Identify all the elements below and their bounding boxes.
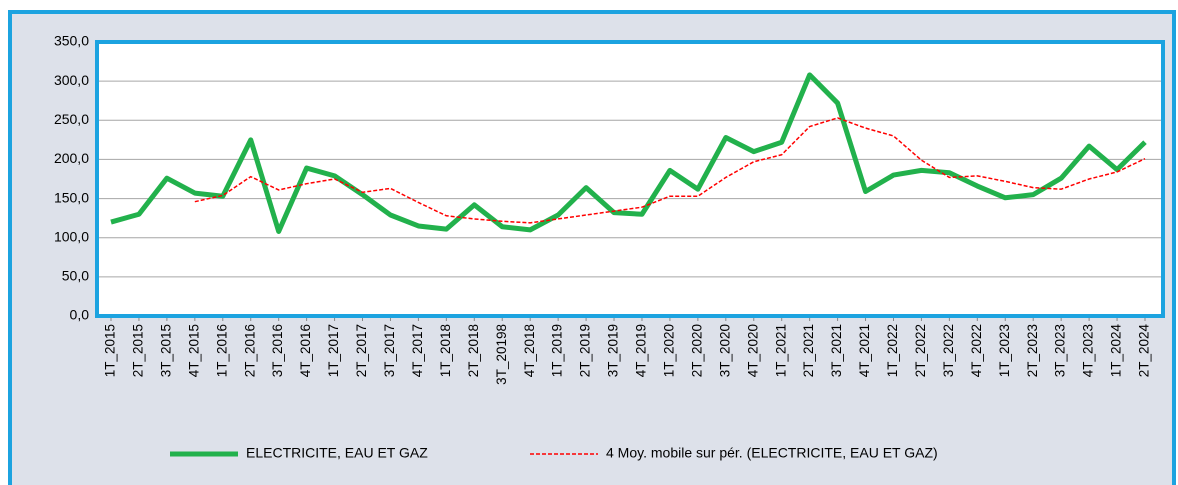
x-tick-label: 1T_2016 [214,324,229,377]
x-tick-label: 4T_2015 [186,324,201,377]
x-tick-label: 4T_2019 [634,324,649,377]
x-tick-label: 3T_20198 [494,324,509,385]
x-tick-label: 2T_2022 [913,324,928,377]
y-tick-label: 300,0 [54,72,89,88]
x-tick-label: 2T_2017 [354,324,369,377]
x-tick-label: 3T_2016 [270,324,285,377]
x-tick-label: 4T_2021 [857,324,872,377]
x-tick-label: 1T_2018 [438,324,453,377]
x-tick-label: 2T_2018 [466,324,481,377]
x-tick-label: 1T_2017 [326,324,341,377]
legend-label: 4 Moy. mobile sur pér. (ELECTRICITE, EAU… [606,445,938,461]
x-tick-label: 2T_2019 [578,324,593,377]
x-tick-label: 3T_2019 [606,324,621,377]
x-tick-label: 2T_2015 [131,324,146,377]
y-tick-label: 50,0 [62,268,89,284]
x-tick-label: 3T_2015 [158,324,173,377]
x-tick-label: 3T_2023 [1053,324,1068,377]
x-tick-label: 3T_2021 [829,324,844,377]
y-tick-label: 350,0 [54,33,89,49]
x-tick-label: 4T_2023 [1081,324,1096,377]
data-line [110,72,1147,234]
y-tick-label: 100,0 [54,228,89,244]
x-tick-label: 2T_2021 [801,324,816,377]
x-tick-label: 1T_2024 [1109,324,1124,378]
x-tick-label: 2T_2020 [689,324,704,377]
x-tick-label: 2T_2024 [1137,324,1152,378]
x-tick-label: 2T_2016 [242,324,257,377]
legend-label: ELECTRICITE, EAU ET GAZ [246,445,428,461]
plot-border [95,40,1165,318]
x-tick-label: 1T_2019 [550,324,565,377]
x-tick-label: 4T_2017 [410,324,425,377]
y-tick-label: 0,0 [70,307,90,323]
x-tick-label: 4T_2022 [969,324,984,377]
y-tick-label: 200,0 [54,150,89,166]
plot-area [97,42,1163,316]
x-tick-label: 3T_2022 [941,324,956,377]
y-tick-label: 150,0 [54,189,89,205]
x-tick-label: 4T_2016 [298,324,313,377]
x-tick-label: 3T_2017 [382,324,397,377]
x-tick-label: 4T_2020 [745,324,760,377]
y-tick-label: 250,0 [54,111,89,127]
x-tick-label: 1T_2023 [997,324,1012,377]
x-tick-label: 4T_2018 [522,324,537,377]
x-tick-label: 1T_2020 [661,324,676,377]
x-tick-label: 3T_2020 [717,324,732,377]
x-tick-label: 1T_2021 [773,324,788,377]
x-tick-label: 1T_2022 [885,324,900,377]
x-tick-label: 1T_2015 [103,324,118,377]
x-tick-label: 2T_2023 [1025,324,1040,377]
data-line [194,117,1146,224]
